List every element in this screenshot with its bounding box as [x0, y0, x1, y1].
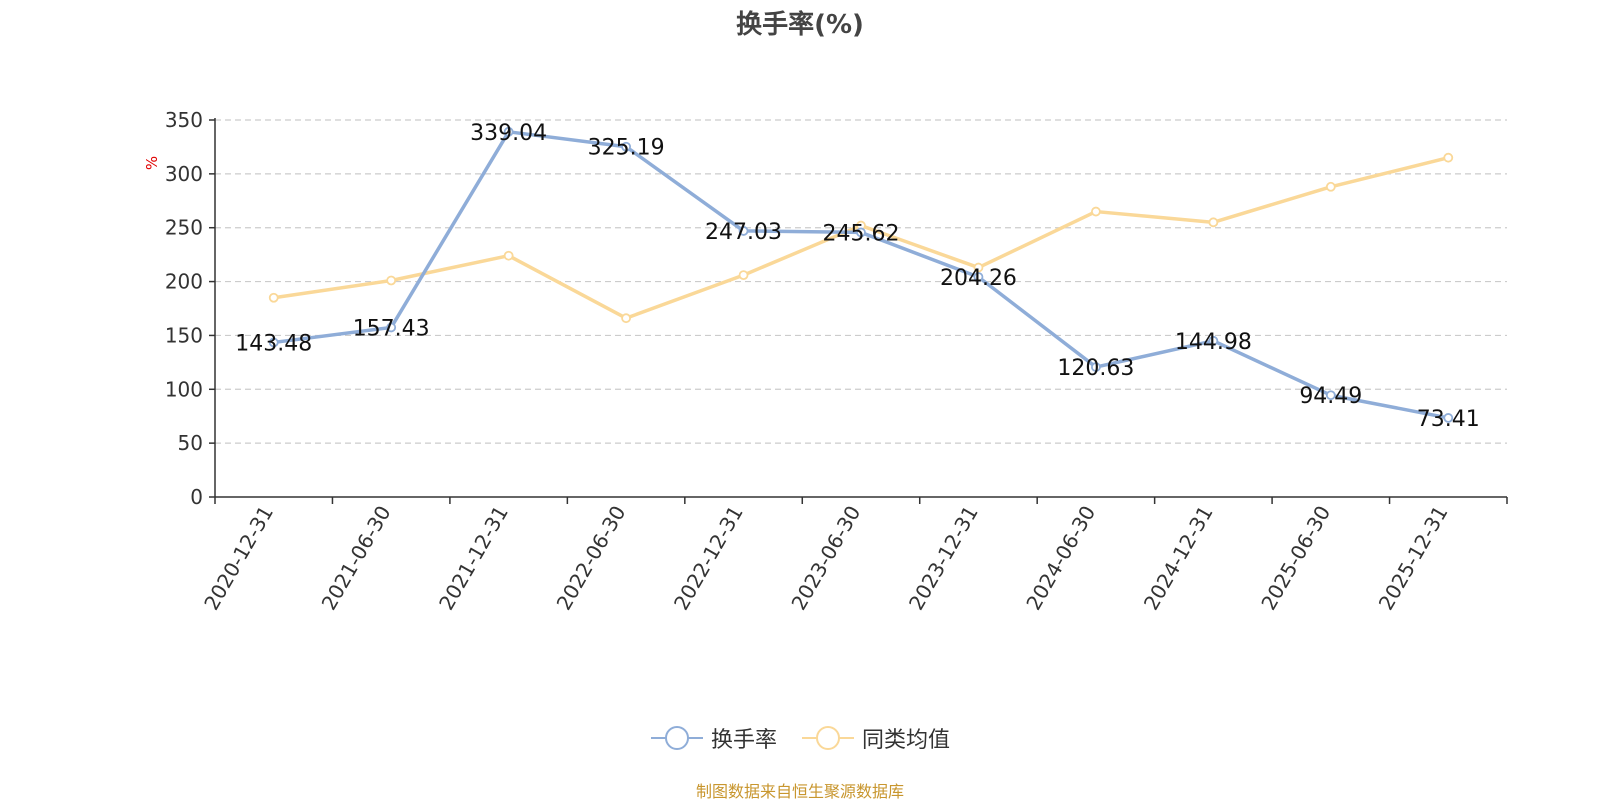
data-point-peer-average [268, 292, 279, 303]
data-point-turnover [268, 337, 279, 348]
data-label-turnover: 73.41 [1417, 407, 1480, 432]
x-tick-label: 2022-12-31 [669, 502, 748, 615]
data-label-turnover: 325.19 [588, 136, 665, 161]
data-point-peer-average [386, 275, 397, 286]
x-tick-label: 2024-12-31 [1139, 502, 1218, 615]
y-tick-label: 250 [165, 216, 203, 240]
data-point-turnover [1443, 413, 1454, 423]
data-label-turnover: 143.48 [235, 331, 312, 356]
legend-item-peer-average[interactable]: 同类均值 [802, 722, 950, 754]
data-label-turnover: 204.26 [940, 266, 1017, 291]
data-point-peer-average [1208, 217, 1219, 228]
data-label-turnover: 144.98 [1175, 330, 1252, 355]
data-point-turnover [1091, 362, 1101, 372]
x-tick-label: 2021-06-30 [317, 502, 396, 615]
source-note: 制图数据来自恒生聚源数据库 [695, 782, 904, 801]
x-tick-label: 2023-06-30 [786, 502, 865, 615]
data-point-peer-average [973, 262, 984, 273]
data-point-turnover [386, 322, 397, 333]
chart-title: 换手率(%) [736, 10, 864, 40]
data-label-turnover: 94.49 [1299, 384, 1362, 409]
x-tick-label: 2025-12-31 [1374, 502, 1453, 615]
data-point-peer-average [1091, 206, 1101, 217]
y-tick-label: 50 [178, 431, 203, 455]
data-label-turnover: 339.04 [470, 121, 547, 146]
data-point-turnover [621, 141, 631, 152]
data-point-turnover [856, 227, 866, 238]
x-tick-label: 2025-06-30 [1256, 502, 1335, 615]
data-point-turnover [973, 272, 984, 282]
x-tick-label: 2024-06-30 [1021, 502, 1100, 615]
x-tick-label: 2020-12-31 [199, 502, 278, 615]
data-point-peer-average [1443, 152, 1454, 163]
y-tick-label: 200 [165, 270, 203, 294]
data-point-peer-average [738, 270, 749, 281]
y-tick-label: 100 [165, 377, 203, 401]
data-label-turnover: 247.03 [705, 220, 782, 245]
data-point-peer-average [503, 250, 514, 261]
y-axis-unit-label: % [143, 156, 161, 170]
data-label-turnover: 157.43 [353, 316, 430, 341]
legend-label-peer-average: 同类均值 [862, 728, 951, 753]
x-tick-label: 2022-06-30 [552, 502, 631, 615]
legend-label-turnover: 换手率 [711, 728, 778, 753]
data-point-turnover [1325, 390, 1336, 401]
y-tick-label: 0 [190, 485, 203, 509]
data-label-turnover: 245.62 [823, 221, 900, 246]
data-point-peer-average [621, 313, 631, 324]
data-point-turnover [503, 126, 514, 137]
legend-item-turnover[interactable]: 换手率 [651, 722, 777, 754]
legend-turnover-marker-icon [651, 726, 703, 750]
y-tick-label: 150 [165, 323, 203, 347]
legend-peer-average-marker-icon [802, 726, 854, 750]
y-tick-label: 300 [165, 162, 203, 186]
series-line-turnover [273, 130, 1449, 420]
data-point-peer-average [1325, 181, 1336, 192]
data-point-turnover [1208, 335, 1219, 346]
data-point-turnover [738, 226, 749, 236]
y-tick-label: 350 [165, 108, 203, 132]
x-tick-label: 2023-12-31 [904, 502, 983, 615]
data-label-turnover: 120.63 [1057, 356, 1134, 381]
x-tick-label: 2021-12-31 [434, 502, 513, 615]
